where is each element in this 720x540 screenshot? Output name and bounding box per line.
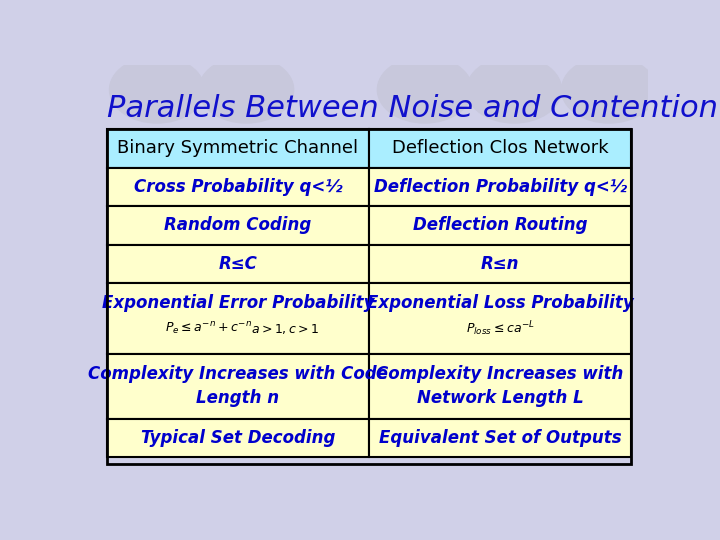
Ellipse shape xyxy=(467,57,562,123)
Bar xyxy=(369,283,631,354)
Ellipse shape xyxy=(562,57,657,123)
Bar xyxy=(369,168,631,206)
Bar xyxy=(369,129,631,168)
Bar xyxy=(107,129,631,464)
Text: Typical Set Decoding: Typical Set Decoding xyxy=(140,429,335,447)
Text: Deflection Routing: Deflection Routing xyxy=(413,217,588,234)
Text: Cross Probability q<½: Cross Probability q<½ xyxy=(134,178,342,196)
Text: Complexity Increases with Code
Length n: Complexity Increases with Code Length n xyxy=(88,366,388,407)
Bar xyxy=(107,206,369,245)
Bar xyxy=(369,354,631,419)
Ellipse shape xyxy=(377,57,472,123)
Bar xyxy=(107,245,369,283)
Text: $P_{loss} \leq ca^{-L}$: $P_{loss} \leq ca^{-L}$ xyxy=(466,320,534,338)
Text: Binary Symmetric Channel: Binary Symmetric Channel xyxy=(117,139,359,158)
Bar xyxy=(369,419,631,457)
Text: $a>1, c>1$: $a>1, c>1$ xyxy=(251,322,319,336)
Text: Equivalent Set of Outputs: Equivalent Set of Outputs xyxy=(379,429,621,447)
Ellipse shape xyxy=(109,57,204,123)
Text: Random Coding: Random Coding xyxy=(164,217,312,234)
Text: Complexity Increases with
Network Length L: Complexity Increases with Network Length… xyxy=(377,366,624,407)
Text: Deflection Clos Network: Deflection Clos Network xyxy=(392,139,608,158)
Bar xyxy=(369,245,631,283)
Bar xyxy=(107,168,369,206)
Text: Parallels Between Noise and Contention: Parallels Between Noise and Contention xyxy=(107,94,718,123)
Bar xyxy=(107,419,369,457)
Bar xyxy=(107,283,369,354)
Text: R≤C: R≤C xyxy=(218,255,257,273)
Bar xyxy=(369,206,631,245)
Bar xyxy=(107,129,369,168)
Text: R≤n: R≤n xyxy=(481,255,519,273)
Text: Exponential Loss Probability: Exponential Loss Probability xyxy=(366,294,634,312)
Text: Exponential Error Probability: Exponential Error Probability xyxy=(102,294,374,312)
Bar xyxy=(107,354,369,419)
Ellipse shape xyxy=(199,57,294,123)
Text: Deflection Probability q<½: Deflection Probability q<½ xyxy=(374,178,626,196)
Text: $P_e \leq a^{-n}+c^{-n}$: $P_e \leq a^{-n}+c^{-n}$ xyxy=(166,321,253,337)
